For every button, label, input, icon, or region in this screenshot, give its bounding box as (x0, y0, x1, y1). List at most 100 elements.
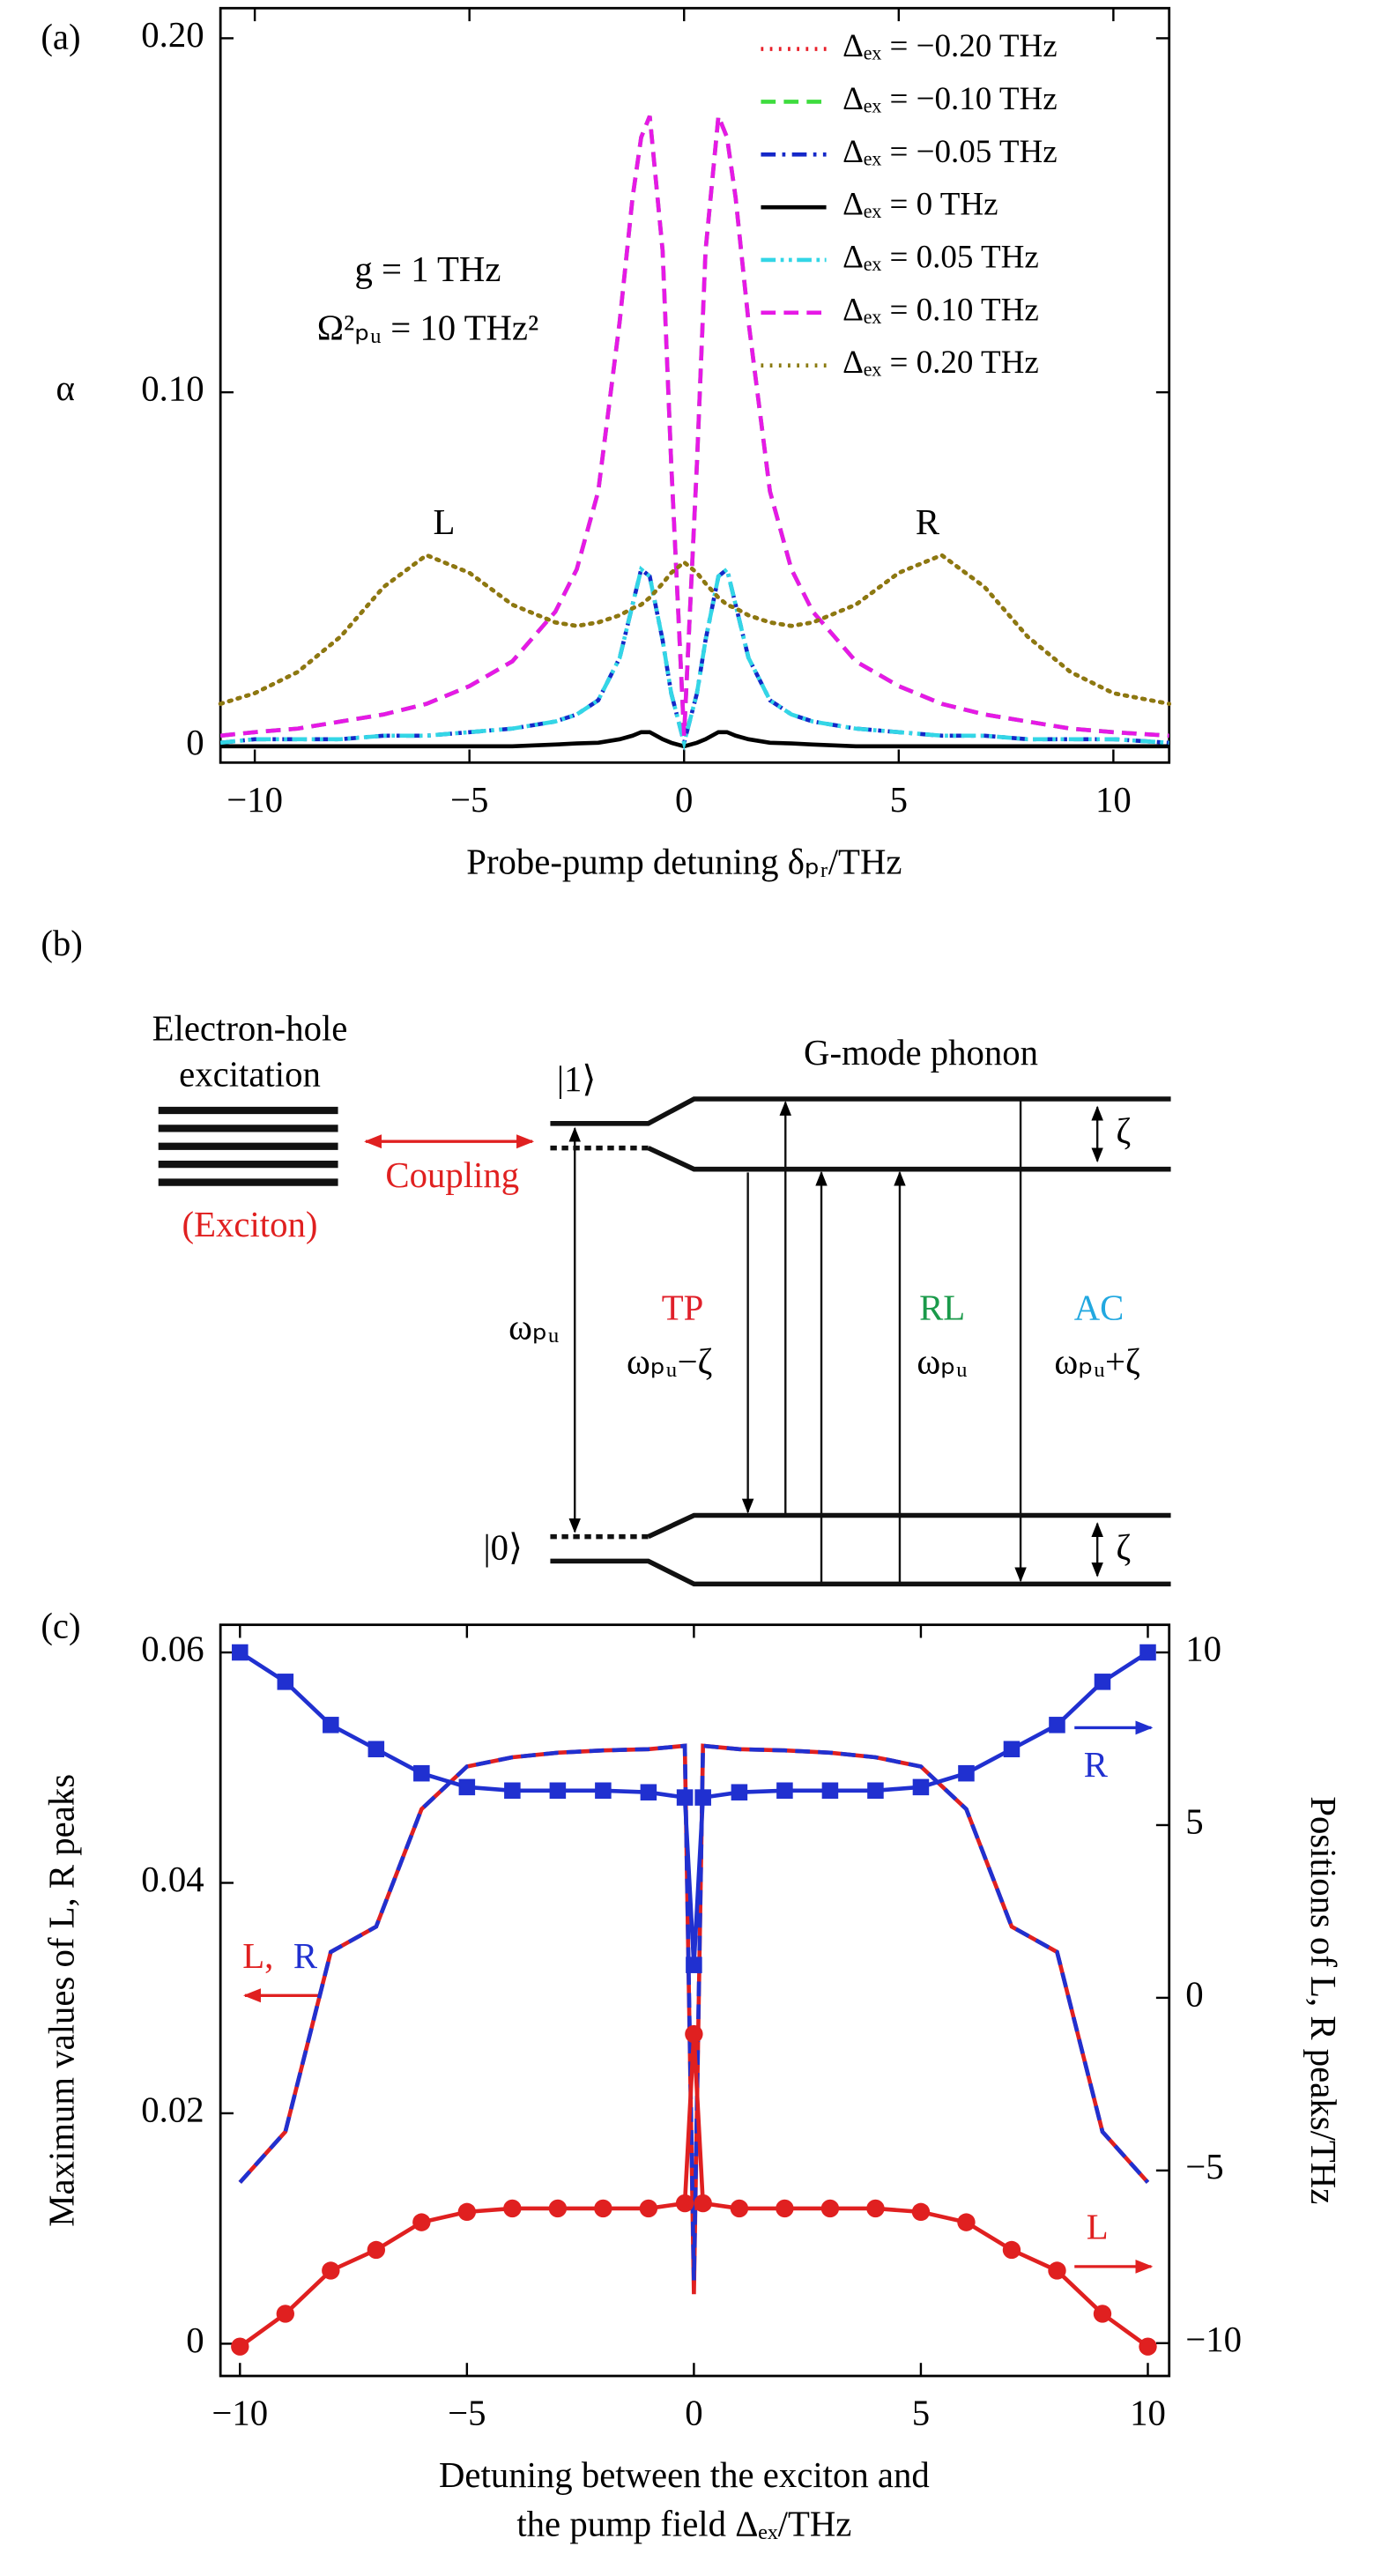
y-tick-label: 0.02 (141, 2090, 204, 2129)
marker (276, 2305, 294, 2323)
marker (367, 2240, 386, 2260)
legend-label: Δₑₓ = 0.20 THz (842, 345, 1039, 381)
splitting-label: ζ (1116, 1111, 1131, 1151)
marker (1094, 1674, 1111, 1690)
series-line (218, 553, 1172, 706)
y2-tick-label: −5 (1185, 2147, 1223, 2186)
panel-label: (a) (41, 18, 80, 57)
annotation: R (293, 1936, 318, 1976)
marker (640, 1784, 657, 1800)
annotation: R (916, 502, 940, 542)
y-tick-label: 0.04 (141, 1860, 204, 1899)
marker (367, 1741, 385, 1758)
marker (694, 1789, 711, 1806)
x-tick-label: 10 (1130, 2394, 1166, 2433)
marker (958, 1764, 975, 1782)
marker (1049, 1717, 1065, 1733)
y-axis-label: α (56, 368, 74, 408)
marker (458, 1778, 476, 1796)
marker (549, 1782, 567, 1800)
series-line (219, 565, 1169, 752)
annotation: Ω²ₚᵤ = 10 THz² (317, 308, 538, 348)
state-label: |1⟩ (557, 1059, 596, 1099)
marker (912, 1778, 930, 1796)
y-tick-label: 0 (186, 723, 204, 762)
pointer-arrows (242, 1720, 1154, 2274)
marker (820, 2199, 840, 2218)
marker (277, 1674, 294, 1690)
transition-name: TP (662, 1288, 704, 1327)
annotation: g = 1 THz (354, 249, 501, 289)
y2-tick-label: 5 (1185, 1801, 1203, 1841)
plot-frame (219, 6, 1171, 764)
exciton-note: (Exciton) (182, 1205, 318, 1244)
transition-arrows (568, 1099, 1103, 1585)
marker (1093, 2305, 1112, 2323)
transition-name: AC (1074, 1288, 1125, 1327)
marker (676, 1789, 694, 1806)
transition-name: RL (919, 1288, 965, 1327)
y-axis-label: Maximum values of L, R peaks (41, 1774, 81, 2227)
marker (1048, 2261, 1066, 2280)
marker (911, 2202, 931, 2222)
y2-tick-label: −10 (1185, 2320, 1242, 2359)
marker (457, 2202, 477, 2222)
annotation: L (434, 502, 456, 542)
legend-label: Δₑₓ = −0.10 THz (842, 81, 1058, 117)
marker (1003, 1741, 1021, 1758)
legend-label: Δₑₓ = −0.05 THz (842, 134, 1058, 170)
marker (694, 2194, 712, 2213)
legend-label: Δₑₓ = 0.10 THz (842, 292, 1039, 328)
transition-frequency: ωₚᵤ−ζ (627, 1341, 712, 1381)
marker (867, 1782, 884, 1800)
legend-label: Δₑₓ = 0.05 THz (842, 239, 1039, 275)
marker (412, 2213, 431, 2231)
exciton-title: excitation (179, 1054, 321, 1094)
marker (595, 1782, 612, 1800)
x-tick-label: −5 (448, 2394, 486, 2433)
marker (957, 2213, 976, 2231)
x-tick-label: 0 (675, 780, 693, 820)
marker (1139, 1644, 1156, 1661)
series-line (219, 115, 1169, 739)
legend-label: Δₑₓ = −0.20 THz (842, 28, 1058, 64)
annotation: L (1087, 2207, 1109, 2246)
x-tick-label: 5 (890, 780, 908, 820)
splitting-label: ζ (1116, 1528, 1131, 1568)
pump-label: ωₚᵤ (508, 1307, 560, 1347)
marker (821, 1782, 839, 1800)
y-tick-label: 0.20 (141, 15, 204, 55)
annotation: R (1084, 1745, 1109, 1785)
marker (1002, 2240, 1021, 2260)
legend-label: Δₑₓ = 0 THz (842, 187, 998, 223)
y-tick-label: 0.10 (141, 368, 204, 408)
transition-frequency: ωₚᵤ (917, 1341, 968, 1381)
x-tick-label: 0 (685, 2394, 702, 2433)
marker (686, 1956, 702, 1973)
series-line (238, 1743, 1150, 2281)
marker (232, 1644, 249, 1661)
diagram: (b) Electron-hole excitation Coupling (E… (41, 924, 1171, 1587)
marker (548, 2199, 568, 2218)
x-axis-label: Probe-pump detuning δₚᵣ/THz (466, 842, 902, 881)
x-tick-label: 5 (912, 2394, 930, 2433)
panel-label: (c) (41, 1607, 80, 1646)
marker (594, 2199, 612, 2218)
marker (675, 2194, 694, 2213)
x-axis-label: Detuning between the exciton and (439, 2455, 930, 2495)
y2-axis-label: Positions of L, R peaks/THz (1303, 1796, 1343, 2204)
marker (866, 2199, 885, 2218)
marker (503, 2199, 522, 2218)
marker (322, 2261, 340, 2280)
phonon-label: G-mode phonon (804, 1033, 1038, 1073)
marker (730, 2199, 749, 2218)
coupling-label: Coupling (385, 1155, 519, 1195)
state-label: |0⟩ (483, 1528, 522, 1568)
marker (776, 2199, 794, 2218)
marker (776, 1782, 793, 1800)
marker (504, 1782, 521, 1800)
x-tick-label: −10 (212, 2394, 268, 2433)
marker (231, 2337, 249, 2356)
